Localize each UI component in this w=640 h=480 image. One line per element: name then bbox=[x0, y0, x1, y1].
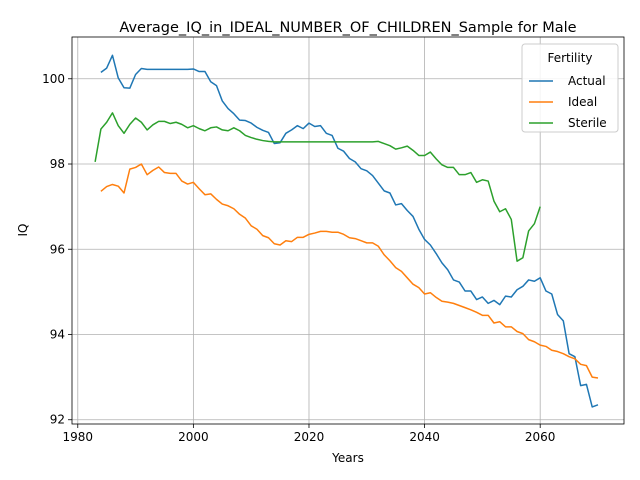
series-layer bbox=[94, 54, 599, 408]
series-actual bbox=[100, 54, 599, 408]
x-tick-label: 2000 bbox=[178, 430, 209, 444]
series-line-actual bbox=[100, 54, 599, 408]
y-tick-label: 96 bbox=[50, 242, 65, 256]
series-ideal bbox=[100, 163, 599, 379]
y-tick-label: 98 bbox=[50, 157, 65, 171]
series-sterile bbox=[94, 112, 541, 262]
x-axis: 1980 2000 2020 2040 2060 bbox=[63, 424, 556, 444]
legend-label-sterile: Sterile bbox=[568, 116, 607, 130]
x-tick-label: 2040 bbox=[409, 430, 440, 444]
y-axis-label: IQ bbox=[16, 224, 30, 237]
legend-label-actual: Actual bbox=[568, 74, 606, 88]
y-tick-label: 94 bbox=[50, 327, 65, 341]
x-tick-label: 2020 bbox=[294, 430, 325, 444]
series-line-ideal bbox=[100, 163, 599, 379]
y-axis: 92 94 96 98 100 bbox=[42, 72, 72, 427]
series-line-sterile bbox=[94, 112, 541, 262]
x-tick-label: 2060 bbox=[525, 430, 556, 444]
legend: Fertility Actual Ideal Sterile bbox=[521, 43, 619, 133]
legend-label-ideal: Ideal bbox=[568, 95, 597, 109]
legend-box bbox=[521, 43, 619, 133]
x-tick-label: 1980 bbox=[63, 430, 94, 444]
legend-title: Fertility bbox=[547, 51, 592, 65]
x-axis-label: Years bbox=[331, 451, 364, 465]
y-tick-label: 92 bbox=[50, 413, 65, 427]
plot-frame bbox=[71, 36, 625, 425]
chart-title: Average_IQ_in_IDEAL_NUMBER_OF_CHILDREN_S… bbox=[119, 20, 576, 36]
y-tick-label: 100 bbox=[42, 72, 65, 86]
